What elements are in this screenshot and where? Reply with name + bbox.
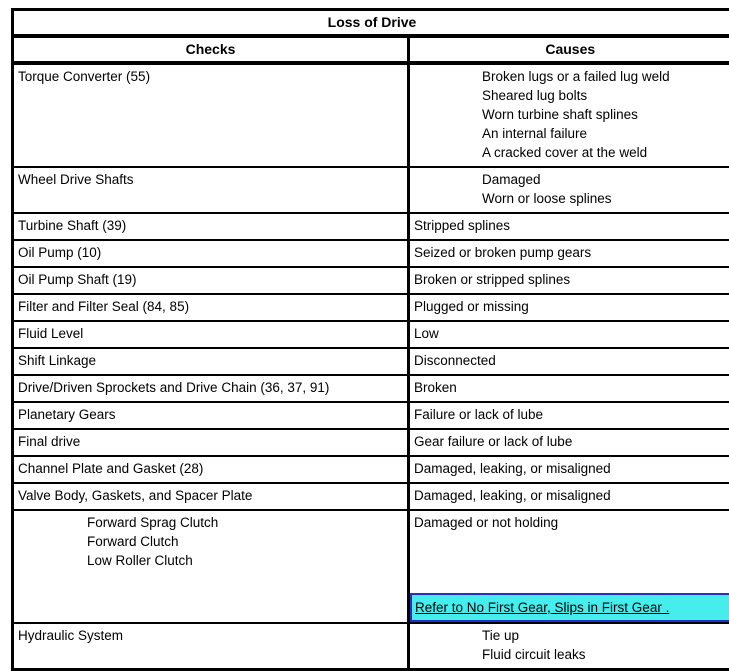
causes-cell: Damaged, leaking, or misaligned [409,483,729,510]
cause-label: Low [414,324,727,343]
causes-cell: Plugged or missing [409,294,729,321]
causes-cell: Broken [409,375,729,402]
check-label: Valve Body, Gaskets, and Spacer Plate [18,486,403,505]
table-title: Loss of Drive [13,10,729,37]
column-header-causes: Causes [409,36,729,63]
checks-cell: Wheel Drive Shafts [13,167,409,213]
cause-label: Tie up [482,626,727,645]
table-row: Drive/Driven Sprockets and Drive Chain (… [13,375,729,402]
checks-cell: Torque Converter (55) [13,63,409,167]
cause-label: Damaged, leaking, or misaligned [414,486,727,505]
check-label: Torque Converter (55) [18,67,403,86]
column-header-checks: Checks [13,36,409,63]
troubleshooting-table: Loss of Drive Checks Causes Torque Conve… [11,8,729,671]
check-label: Planetary Gears [18,405,403,424]
check-label: Filter and Filter Seal (84, 85) [18,297,403,316]
cause-label: Broken lugs or a failed lug weld [482,67,727,86]
table-row: Channel Plate and Gasket (28) Damaged, le… [13,456,729,483]
cause-label: Gear failure or lack of lube [414,432,727,451]
checks-cell: Oil Pump (10) [13,240,409,267]
check-label: Wheel Drive Shafts [18,170,403,189]
table-row: Filter and Filter Seal (84, 85) Plugged o… [13,294,729,321]
check-label: Turbine Shaft (39) [18,216,403,235]
check-label: Final drive [18,432,403,451]
checks-cell: Hydraulic System [13,623,409,670]
causes-cell: Low [409,321,729,348]
causes-cell: Seized or broken pump gears [409,240,729,267]
cause-label: Stripped splines [414,216,727,235]
causes-cell: Stripped splines [409,213,729,240]
header-row: Checks Causes [13,36,729,63]
table-row: Planetary Gears Failure or lack of lube [13,402,729,429]
table-row: Torque Converter (55) Broken lugs or a fa… [13,63,729,167]
check-label: Drive/Driven Sprockets and Drive Chain (… [18,378,403,397]
checks-cell: Valve Body, Gaskets, and Spacer Plate [13,483,409,510]
check-label: Forward Sprag Clutch [87,513,403,532]
check-label: Channel Plate and Gasket (28) [18,459,403,478]
causes-cell: Broken or stripped splines [409,267,729,294]
cause-label: Damaged [482,170,727,189]
cause-label: Disconnected [414,351,727,370]
cause-label: Broken or stripped splines [414,270,727,289]
causes-cell: Disconnected [409,348,729,375]
check-label: Fluid Level [18,324,403,343]
title-row: Loss of Drive [13,10,729,37]
checks-cell: Channel Plate and Gasket (28) [13,456,409,483]
table-row: Oil Pump (10) Seized or broken pump gears [13,240,729,267]
cause-label: Fluid circuit leaks [482,645,727,664]
table-row: Turbine Shaft (39) Stripped splines [13,213,729,240]
checks-cell: Filter and Filter Seal (84, 85) [13,294,409,321]
cause-label: Plugged or missing [414,297,727,316]
checks-cell: Planetary Gears [13,402,409,429]
checks-cell: Shift Linkage [13,348,409,375]
checks-cell: Drive/Driven Sprockets and Drive Chain (… [13,375,409,402]
causes-cell: Failure or lack of lube [409,402,729,429]
cause-label: Broken [414,378,727,397]
cause-label: Worn or loose splines [482,189,727,208]
cause-label: Failure or lack of lube [414,405,727,424]
cause-label: Damaged, leaking, or misaligned [414,459,727,478]
check-label: Hydraulic System [18,626,403,645]
table-row: Shift Linkage Disconnected [13,348,729,375]
table-row: Final drive Gear failure or lack of lube [13,429,729,456]
check-label: Low Roller Clutch [87,551,403,570]
cause-label: Sheared lug bolts [482,86,727,105]
checks-cell: Turbine Shaft (39) [13,213,409,240]
causes-cell: Gear failure or lack of lube [409,429,729,456]
causes-cell: Damaged or not holding Refer to No First … [409,510,729,623]
table-row: Valve Body, Gaskets, and Spacer Plate Dam… [13,483,729,510]
check-label: Shift Linkage [18,351,403,370]
causes-cell: Damaged, leaking, or misaligned [409,456,729,483]
cause-label: An internal failure [482,124,727,143]
checks-cell: Oil Pump Shaft (19) [13,267,409,294]
troubleshooting-table-wrap: Loss of Drive Checks Causes Torque Conve… [11,8,729,671]
cause-label: Seized or broken pump gears [414,243,727,262]
cause-label: Damaged or not holding [414,513,727,532]
table-row: Oil Pump Shaft (19) Broken or stripped sp… [13,267,729,294]
check-label: Oil Pump (10) [18,243,403,262]
table-row: Fluid Level Low [13,321,729,348]
cause-label: A cracked cover at the weld [482,143,727,162]
cause-label: Worn turbine shaft splines [482,105,727,124]
refer-to-no-first-gear-link[interactable]: Refer to No First Gear, Slips in First G… [410,593,729,622]
checks-cell: Final drive [13,429,409,456]
checks-cell: Fluid Level [13,321,409,348]
check-label: Oil Pump Shaft (19) [18,270,403,289]
check-label: Forward Clutch [87,532,403,551]
table-body: Torque Converter (55) Broken lugs or a fa… [13,63,729,670]
